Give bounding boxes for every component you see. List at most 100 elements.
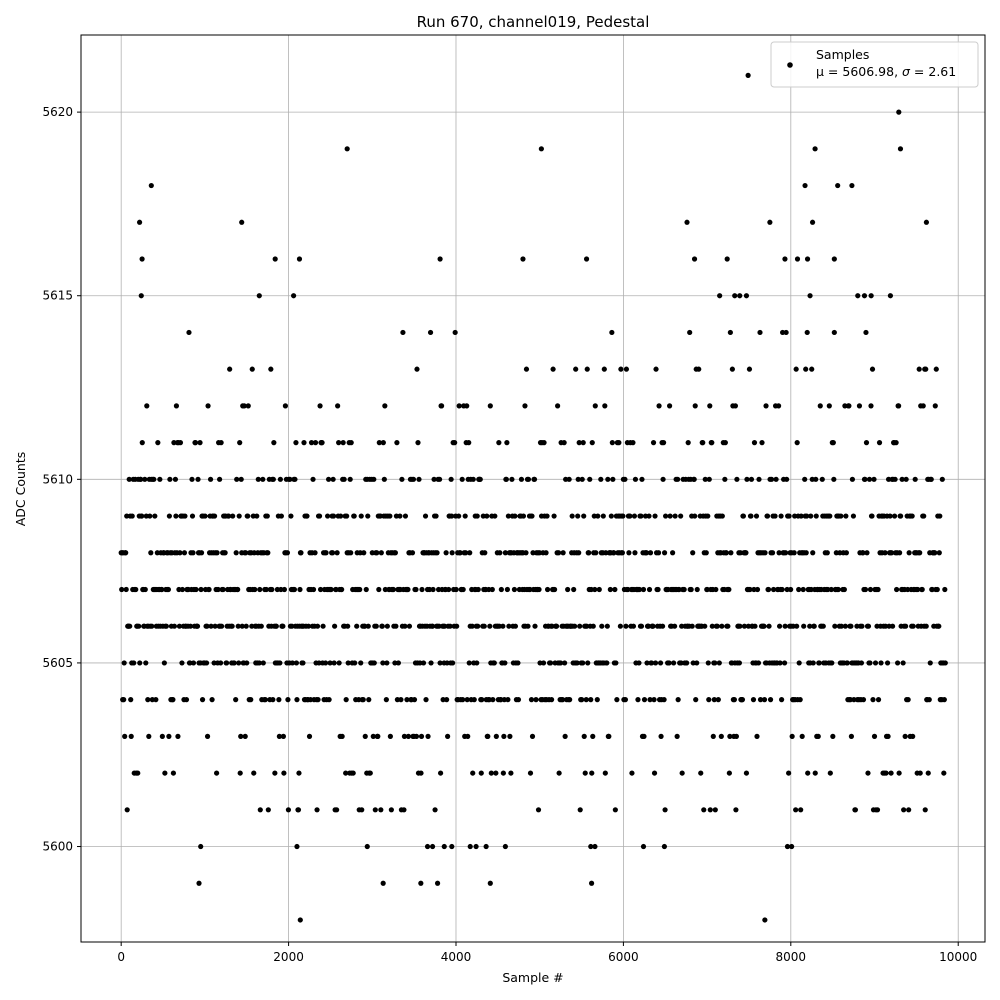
sample-point [172,476,179,482]
sample-point [939,476,945,482]
sample-point [285,697,291,703]
sample-point [175,733,181,739]
x-axis-label: Sample # [502,970,563,985]
sample-point [433,513,439,519]
sample-point [740,513,747,519]
sample-point [235,586,241,593]
sample-point [783,329,789,336]
sample-point [804,329,810,336]
sample-point [631,513,638,519]
sample-point [762,550,768,556]
sample-point [304,513,310,519]
sample-point [207,476,214,482]
sample-point [667,513,673,519]
sample-point [466,660,472,666]
sample-point [544,586,551,593]
y-tick-label: 5600 [42,840,73,854]
sample-point [489,586,495,593]
y-tick-label: 5620 [42,105,73,119]
sample-point [420,660,427,666]
sample-point [670,550,676,556]
sample-point [613,660,619,666]
sample-point [807,293,813,299]
sample-point [348,550,354,556]
sample-point [922,807,928,813]
sample-point [583,697,589,703]
sample-point [815,733,821,739]
sample-point [327,660,333,666]
sample-point [536,586,542,593]
sample-point [813,476,819,482]
sample-point [393,623,399,629]
sample-point [538,146,544,152]
sample-point [170,770,177,776]
sample-point [484,513,490,519]
sample-point [810,550,816,556]
sample-point [764,513,771,519]
sample-point [190,660,197,666]
sample-point [887,513,893,519]
sample-point [123,550,129,556]
sample-point [696,366,702,372]
sample-point [550,366,556,372]
sample-point [334,807,340,813]
sample-point [504,586,510,593]
sample-point [893,440,899,446]
sample-point [719,623,725,629]
sample-point [798,807,804,813]
sample-point [902,733,908,739]
sample-point [166,513,172,519]
sample-point [858,660,865,666]
y-axis-ticks: 5600 5605 5610 5615 5620 [42,105,81,854]
sample-point [766,623,772,629]
sample-point [236,660,242,666]
sample-point [716,660,722,666]
sample-point [293,440,299,446]
sample-point [906,807,912,813]
sample-point [793,807,799,813]
sample-point [630,440,636,446]
sample-point [852,807,859,813]
sample-point [753,513,760,519]
sample-point [887,293,894,299]
sample-point [661,697,667,703]
sample-point [784,843,791,850]
sample-point [211,513,218,519]
sample-point [237,770,243,776]
sample-point [387,733,393,739]
sample-point [799,733,805,739]
sample-point [746,366,753,372]
sample-point [236,513,242,519]
sample-point [123,586,129,593]
sample-point [769,550,776,556]
sample-point [322,660,329,666]
y-tick-label: 5615 [42,289,73,303]
sample-point [544,513,550,519]
sample-point [888,770,894,776]
sample-point [243,623,249,629]
sample-point [841,586,847,593]
sample-point [604,660,610,666]
sample-point [734,476,740,482]
sample-point [804,513,810,519]
sample-point [885,733,891,739]
sample-point [863,440,870,446]
sample-point [506,623,512,629]
sample-point [204,733,211,739]
sample-point [198,550,205,556]
sample-point [531,476,538,482]
sample-point [320,623,326,629]
sample-point [523,550,529,556]
sample-point [942,586,948,593]
sample-point [614,697,620,703]
sample-point [629,770,635,776]
sample-point [296,770,302,776]
sample-point [599,623,605,629]
sample-point [444,697,450,703]
sample-point [600,513,606,519]
sample-point [518,476,525,482]
sample-point [206,586,212,593]
sample-point [281,586,287,593]
sample-point [844,660,850,666]
